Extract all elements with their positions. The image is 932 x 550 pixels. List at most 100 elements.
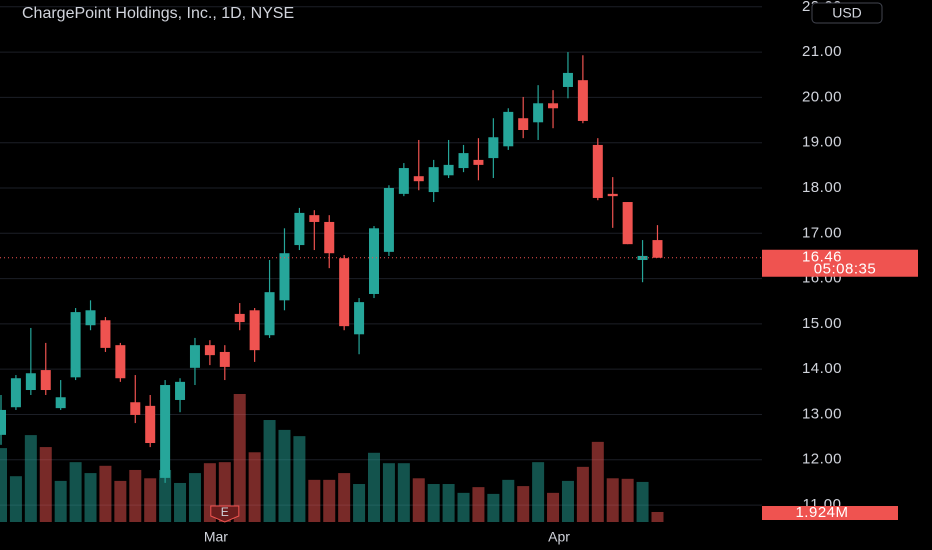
candle-body — [115, 345, 126, 379]
y-tick-label: 21.00 — [802, 43, 842, 60]
volume-bar — [308, 479, 321, 522]
volume-bar — [233, 394, 246, 522]
volume-bar — [502, 479, 515, 522]
candle-body — [458, 153, 469, 169]
candle-body — [100, 320, 111, 348]
candle-body — [160, 385, 171, 478]
volume-bar — [427, 484, 440, 522]
candle-body — [354, 302, 365, 335]
volume-bar — [293, 436, 306, 522]
x-tick-label: Mar — [204, 529, 228, 545]
x-tick-label: Apr — [548, 529, 570, 545]
volume-bar — [651, 511, 664, 522]
volume-bar — [338, 473, 351, 522]
current-price-label: 16.46 — [802, 249, 842, 266]
candle-body — [175, 381, 186, 400]
earnings-marker: E — [221, 505, 229, 519]
volume-bar — [323, 479, 336, 522]
volume-bar — [248, 452, 261, 522]
volume-bar — [621, 478, 634, 522]
volume-bar — [9, 476, 22, 522]
volume-bar — [517, 486, 530, 522]
volume-bar — [39, 447, 52, 522]
currency[interactable]: USD — [832, 5, 862, 21]
volume-bar — [606, 478, 619, 522]
volume-bar — [636, 481, 649, 522]
chart-title: ChargePoint Holdings, Inc., 1D, NYSE — [22, 5, 294, 22]
candle-body — [503, 111, 514, 147]
candle-body — [562, 72, 573, 87]
candle-body — [369, 228, 379, 294]
volume-bar — [99, 465, 112, 522]
y-tick-label: 12.00 — [802, 451, 842, 468]
candle-body — [85, 310, 96, 326]
volume-bar — [278, 429, 291, 522]
volume-bar — [114, 480, 127, 522]
volume-bar — [382, 463, 395, 522]
volume-bar — [397, 463, 410, 522]
candle-body — [309, 215, 320, 222]
candle-body — [652, 240, 663, 258]
candle-body — [518, 118, 529, 131]
candle-body — [264, 292, 275, 336]
volume-bar — [442, 484, 455, 522]
y-tick-label: 13.00 — [802, 405, 842, 422]
candle-body — [622, 202, 633, 245]
volume-bar — [353, 484, 366, 522]
volume-bar — [487, 493, 500, 522]
candle-body — [25, 373, 36, 391]
volume-bar — [69, 462, 82, 522]
candle-body — [577, 80, 588, 121]
candle-body — [488, 137, 499, 159]
grid — [0, 6, 762, 506]
volume-label: 1.924M — [795, 504, 848, 521]
volume-bar — [472, 487, 485, 522]
volume-bar — [561, 480, 574, 522]
volume-bar — [591, 441, 604, 522]
volume-bar — [159, 469, 172, 522]
volume-bar — [412, 478, 425, 522]
candle-body — [533, 103, 544, 123]
currency-box[interactable] — [811, 2, 883, 24]
candle-body — [40, 370, 51, 391]
candle-body — [383, 187, 394, 252]
volume-bar — [144, 478, 157, 522]
y-tick-label: 15.00 — [802, 315, 842, 332]
price-pane — [0, 52, 663, 483]
current-price-box — [762, 249, 918, 277]
volume-pane — [0, 394, 664, 522]
candle-body — [55, 397, 66, 409]
volume-bar — [532, 462, 545, 522]
candle-body — [607, 193, 618, 197]
volume-bar — [24, 435, 37, 522]
candle-body — [473, 159, 484, 165]
y-tick-label: 14.00 — [802, 360, 842, 377]
volume-bar — [174, 482, 187, 522]
volume-bar — [188, 473, 201, 522]
candle-body — [219, 351, 230, 367]
volume-bar — [0, 448, 7, 522]
y-tick-label: 20.00 — [802, 88, 842, 105]
candle-body — [637, 255, 648, 261]
volume-bar — [457, 492, 470, 522]
candle-body — [70, 312, 81, 378]
candle-body — [145, 405, 156, 444]
candle-body — [234, 313, 245, 323]
candle-body — [548, 103, 559, 109]
candle-body — [10, 378, 21, 408]
candle-body — [294, 212, 305, 246]
candle-body — [592, 144, 603, 198]
volume-bar — [84, 473, 97, 522]
volume-label-box — [762, 506, 898, 520]
candle-body — [189, 345, 200, 368]
volume-bar — [129, 469, 142, 522]
volume-bar — [576, 466, 589, 522]
candle-body — [130, 402, 141, 415]
candle-body — [0, 409, 6, 435]
volume-bar — [547, 492, 560, 522]
candle-body — [279, 253, 290, 301]
y-tick-label: 19.00 — [802, 134, 842, 151]
candle-body — [398, 168, 409, 194]
